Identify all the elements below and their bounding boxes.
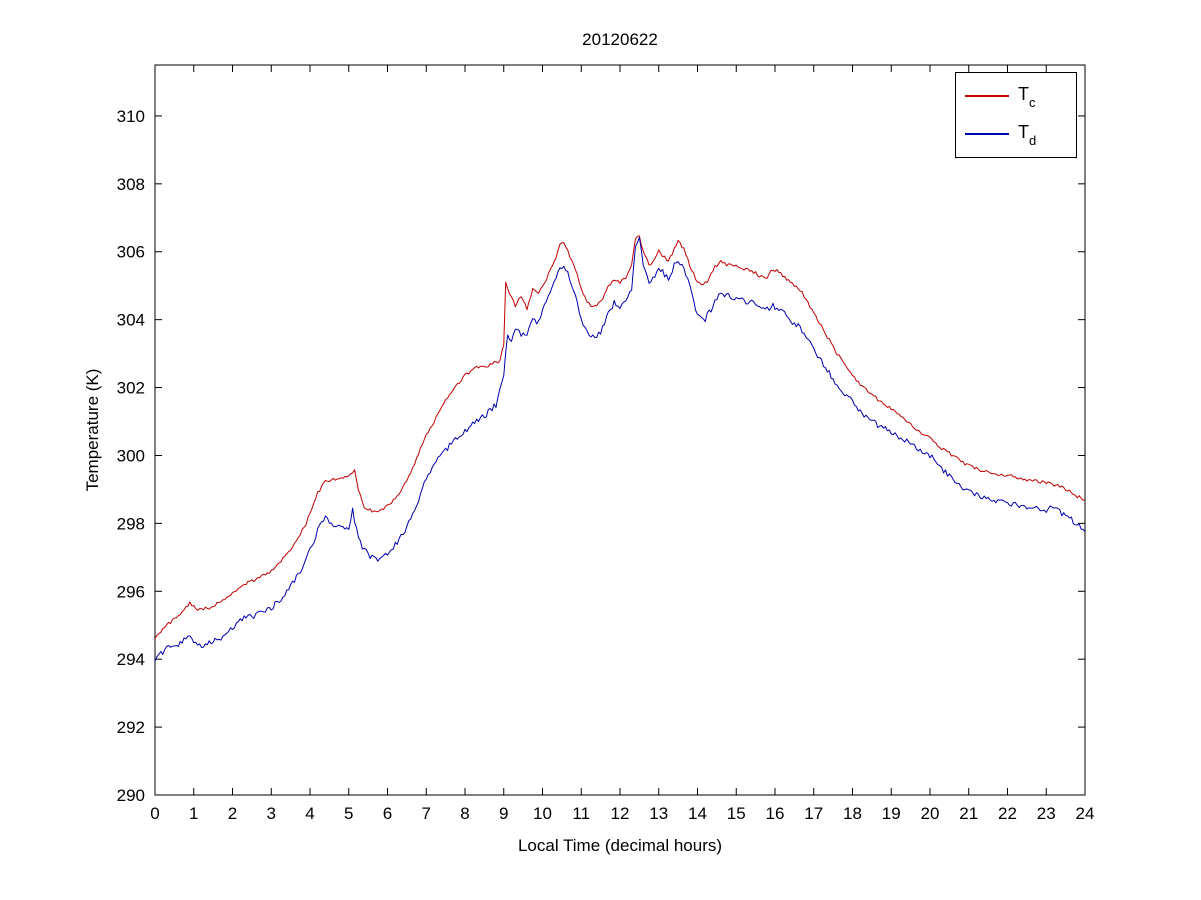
legend-label-td-base: T	[1018, 122, 1029, 143]
svg-text:310: 310	[117, 107, 145, 126]
svg-text:13: 13	[649, 804, 668, 823]
legend-item-tc: Tc	[956, 84, 1076, 110]
y-axis-label: Temperature (K)	[83, 368, 102, 492]
svg-text:298: 298	[117, 514, 145, 533]
legend-label-td-sub: d	[1029, 132, 1037, 148]
svg-text:19: 19	[882, 804, 901, 823]
svg-text:24: 24	[1076, 804, 1095, 823]
svg-text:304: 304	[117, 311, 145, 330]
svg-text:1: 1	[189, 804, 198, 823]
svg-text:15: 15	[727, 804, 746, 823]
legend-item-td: Td	[956, 122, 1076, 148]
svg-text:306: 306	[117, 243, 145, 262]
svg-text:18: 18	[843, 804, 862, 823]
svg-text:302: 302	[117, 379, 145, 398]
svg-text:12: 12	[611, 804, 630, 823]
svg-text:296: 296	[117, 582, 145, 601]
svg-text:292: 292	[117, 718, 145, 737]
svg-text:3: 3	[267, 804, 276, 823]
svg-text:2: 2	[228, 804, 237, 823]
svg-text:5: 5	[344, 804, 353, 823]
legend-label-tc-base: T	[1018, 84, 1029, 105]
legend-label-td: Td	[1018, 122, 1037, 148]
svg-text:294: 294	[117, 650, 145, 669]
svg-text:21: 21	[959, 804, 978, 823]
svg-text:23: 23	[1037, 804, 1056, 823]
legend: Tc Td	[955, 72, 1077, 158]
svg-text:17: 17	[804, 804, 823, 823]
x-axis-label: Local Time (decimal hours)	[517, 836, 723, 855]
svg-text:308: 308	[117, 175, 145, 194]
svg-text:0: 0	[150, 804, 159, 823]
svg-text:7: 7	[422, 804, 431, 823]
svg-text:14: 14	[688, 804, 707, 823]
svg-text:8: 8	[460, 804, 469, 823]
svg-text:20: 20	[921, 804, 940, 823]
svg-text:4: 4	[305, 804, 314, 823]
legend-label-tc: Tc	[1018, 84, 1036, 110]
chart-title: 20120622	[582, 30, 658, 49]
svg-text:11: 11	[572, 804, 590, 823]
legend-label-tc-sub: c	[1029, 94, 1036, 110]
svg-text:16: 16	[766, 804, 785, 823]
svg-text:10: 10	[533, 804, 552, 823]
svg-text:6: 6	[383, 804, 392, 823]
svg-text:300: 300	[117, 446, 145, 465]
svg-text:290: 290	[117, 786, 145, 805]
svg-text:9: 9	[499, 804, 508, 823]
svg-text:22: 22	[998, 804, 1017, 823]
legend-line-tc	[965, 95, 1009, 97]
legend-line-td	[965, 133, 1009, 135]
